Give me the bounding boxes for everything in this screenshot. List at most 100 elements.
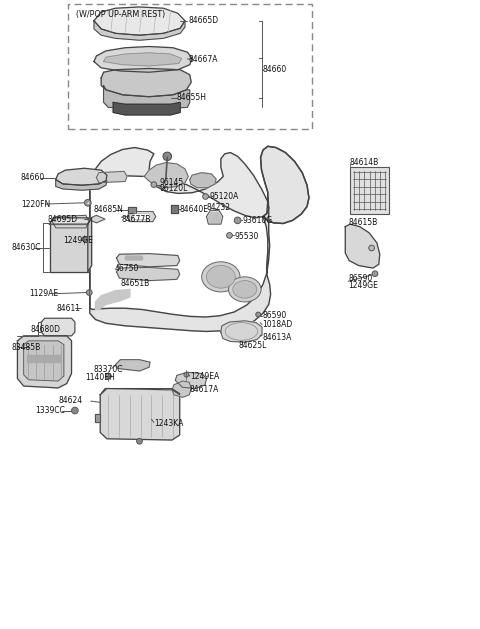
Ellipse shape bbox=[233, 281, 257, 298]
Polygon shape bbox=[96, 172, 127, 182]
Text: 1339CC: 1339CC bbox=[35, 406, 65, 415]
Polygon shape bbox=[125, 256, 143, 260]
Polygon shape bbox=[88, 215, 105, 223]
Text: 86590: 86590 bbox=[348, 274, 373, 282]
Polygon shape bbox=[172, 381, 191, 398]
Text: 84624: 84624 bbox=[58, 396, 82, 405]
Polygon shape bbox=[100, 389, 180, 440]
Polygon shape bbox=[144, 163, 188, 187]
Polygon shape bbox=[104, 86, 190, 109]
Text: (W/POP UP-ARM REST): (W/POP UP-ARM REST) bbox=[76, 10, 166, 19]
Polygon shape bbox=[345, 224, 380, 268]
Polygon shape bbox=[56, 169, 107, 185]
Ellipse shape bbox=[106, 373, 111, 379]
Text: 83485B: 83485B bbox=[12, 343, 41, 352]
Ellipse shape bbox=[84, 199, 91, 206]
Text: 1018AD: 1018AD bbox=[262, 320, 292, 329]
Ellipse shape bbox=[184, 372, 189, 377]
Text: 84677B: 84677B bbox=[121, 214, 151, 223]
Polygon shape bbox=[94, 47, 192, 72]
Polygon shape bbox=[116, 360, 150, 371]
Polygon shape bbox=[49, 224, 88, 272]
Ellipse shape bbox=[234, 217, 241, 224]
Polygon shape bbox=[94, 7, 185, 35]
Polygon shape bbox=[117, 267, 180, 281]
Text: 84660: 84660 bbox=[21, 173, 45, 182]
Ellipse shape bbox=[256, 312, 261, 317]
Polygon shape bbox=[24, 341, 64, 381]
Text: 1243KA: 1243KA bbox=[154, 419, 183, 428]
Text: 95120A: 95120A bbox=[210, 192, 239, 201]
Polygon shape bbox=[88, 218, 92, 272]
Ellipse shape bbox=[203, 194, 208, 199]
Text: 96145: 96145 bbox=[159, 178, 184, 187]
Text: 84665D: 84665D bbox=[188, 16, 218, 25]
Ellipse shape bbox=[137, 438, 143, 444]
Ellipse shape bbox=[86, 290, 92, 296]
Polygon shape bbox=[129, 206, 136, 213]
Ellipse shape bbox=[206, 265, 235, 288]
Ellipse shape bbox=[163, 152, 171, 160]
Polygon shape bbox=[170, 205, 178, 213]
Polygon shape bbox=[41, 318, 75, 336]
Text: 84613A: 84613A bbox=[262, 333, 291, 342]
Text: 84625L: 84625L bbox=[239, 342, 267, 350]
Polygon shape bbox=[17, 336, 72, 388]
Text: 46750: 46750 bbox=[114, 264, 139, 273]
Text: 84630C: 84630C bbox=[12, 243, 41, 252]
Polygon shape bbox=[175, 372, 206, 389]
Text: 86590: 86590 bbox=[262, 311, 286, 320]
Polygon shape bbox=[221, 321, 262, 342]
Polygon shape bbox=[52, 215, 89, 228]
Polygon shape bbox=[261, 147, 309, 223]
Text: 84617A: 84617A bbox=[190, 385, 219, 394]
Polygon shape bbox=[95, 414, 100, 423]
Ellipse shape bbox=[72, 407, 78, 414]
Text: 84685N: 84685N bbox=[93, 205, 123, 214]
Ellipse shape bbox=[372, 271, 378, 277]
Polygon shape bbox=[56, 179, 107, 190]
Ellipse shape bbox=[82, 237, 87, 242]
Ellipse shape bbox=[228, 277, 261, 302]
Text: 84615B: 84615B bbox=[348, 218, 378, 227]
Polygon shape bbox=[49, 218, 92, 224]
Polygon shape bbox=[90, 147, 309, 331]
Polygon shape bbox=[94, 21, 185, 40]
Text: 1249GE: 1249GE bbox=[63, 236, 93, 245]
Text: 1140EH: 1140EH bbox=[85, 373, 115, 382]
Text: 1249EA: 1249EA bbox=[190, 372, 219, 381]
Polygon shape bbox=[117, 253, 180, 267]
Polygon shape bbox=[132, 213, 152, 220]
Text: 84232: 84232 bbox=[206, 203, 230, 213]
Text: 84680D: 84680D bbox=[30, 325, 60, 334]
Text: 84667A: 84667A bbox=[188, 55, 218, 64]
Text: 84640E: 84640E bbox=[180, 204, 209, 214]
Polygon shape bbox=[96, 289, 130, 309]
Text: 84651B: 84651B bbox=[120, 279, 150, 288]
Polygon shape bbox=[101, 69, 191, 97]
Text: 84660: 84660 bbox=[263, 65, 287, 74]
Text: 1129AE: 1129AE bbox=[29, 289, 59, 298]
Ellipse shape bbox=[202, 262, 240, 292]
FancyBboxPatch shape bbox=[350, 167, 389, 214]
Polygon shape bbox=[190, 172, 216, 187]
Polygon shape bbox=[208, 213, 221, 222]
Polygon shape bbox=[90, 148, 269, 218]
Polygon shape bbox=[104, 53, 181, 66]
Text: 1220FN: 1220FN bbox=[21, 199, 50, 209]
Text: 1249GE: 1249GE bbox=[348, 281, 379, 289]
Ellipse shape bbox=[151, 182, 157, 187]
Text: 83370C: 83370C bbox=[93, 365, 122, 374]
Text: 84655H: 84655H bbox=[177, 94, 207, 103]
Polygon shape bbox=[127, 211, 156, 221]
Text: 84611: 84611 bbox=[57, 304, 81, 313]
Ellipse shape bbox=[227, 233, 232, 238]
Polygon shape bbox=[206, 210, 223, 224]
Text: 93610G: 93610G bbox=[242, 216, 273, 225]
Text: 84614B: 84614B bbox=[349, 158, 379, 167]
Ellipse shape bbox=[369, 245, 374, 251]
Text: 84695D: 84695D bbox=[47, 214, 77, 223]
Text: 96120L: 96120L bbox=[159, 184, 188, 194]
Polygon shape bbox=[113, 103, 180, 115]
Polygon shape bbox=[100, 389, 180, 395]
